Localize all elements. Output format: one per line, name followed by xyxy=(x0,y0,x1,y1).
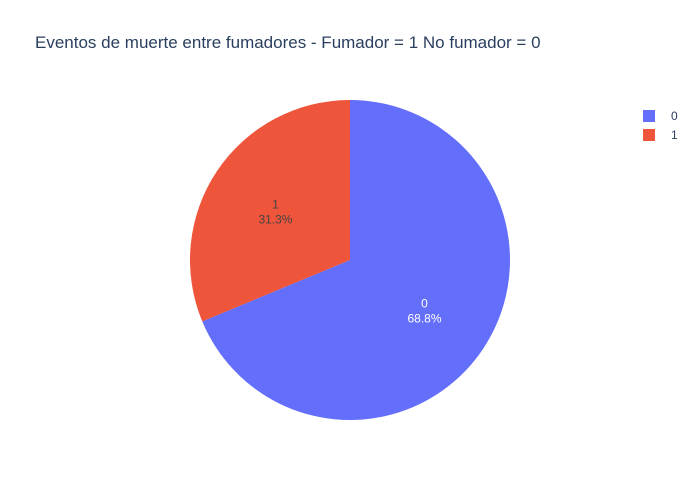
slice-category-label-0: 0 xyxy=(421,297,428,311)
legend-item-0[interactable]: 0 xyxy=(643,106,693,125)
legend-label-1: 1 xyxy=(671,129,678,141)
legend-label-0: 0 xyxy=(671,110,678,122)
pie-slices xyxy=(190,100,510,420)
legend-swatch-1 xyxy=(643,129,655,141)
legend: 0 1 xyxy=(643,106,693,144)
slice-category-label-1: 1 xyxy=(272,197,279,211)
legend-swatch-0 xyxy=(643,110,655,122)
slice-percent-label-1: 31.3% xyxy=(258,212,292,226)
slice-percent-label-0: 68.8% xyxy=(408,312,442,326)
legend-item-1[interactable]: 1 xyxy=(643,125,693,144)
